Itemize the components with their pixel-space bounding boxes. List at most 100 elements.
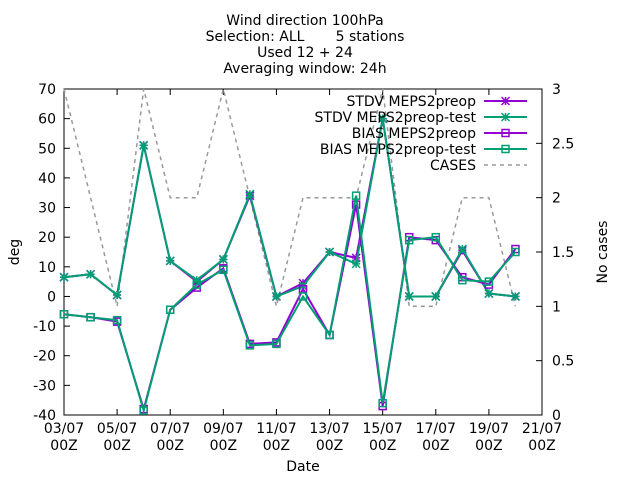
y-tick-label: 0 bbox=[47, 289, 56, 305]
series-bias-meps2preop-test bbox=[59, 191, 520, 415]
data-point bbox=[165, 256, 175, 266]
data-point bbox=[351, 259, 361, 269]
legend-label: BIAS MEPS2preop bbox=[352, 126, 476, 142]
data-point bbox=[218, 254, 228, 264]
title-line-1: Wind direction 100hPa bbox=[226, 13, 383, 29]
star-stroke bbox=[245, 189, 255, 199]
y-tick-label: 50 bbox=[38, 141, 56, 157]
data-point bbox=[298, 292, 308, 301]
star-stroke bbox=[192, 275, 202, 285]
data-point bbox=[404, 291, 414, 301]
y-tick-label: 40 bbox=[38, 171, 56, 187]
data-point bbox=[378, 114, 388, 124]
star-stroke bbox=[500, 112, 511, 122]
data-point bbox=[272, 339, 281, 349]
data-point bbox=[325, 330, 334, 340]
x-tick-sublabel: 00Z bbox=[103, 438, 130, 454]
chart-title: Wind direction 100hPa Selection: ALL 5 s… bbox=[206, 13, 405, 77]
data-point bbox=[219, 265, 228, 275]
x-tick-sublabel: 00Z bbox=[528, 438, 555, 454]
legend-marker bbox=[501, 128, 510, 138]
y2-tick-label: 1 bbox=[552, 299, 561, 315]
x-tick-label: 19/07 bbox=[469, 421, 509, 437]
x-tick-label: 11/07 bbox=[256, 421, 296, 437]
title-line-2: Selection: ALL 5 stations bbox=[206, 29, 405, 45]
data-point bbox=[458, 275, 467, 285]
series-line bbox=[63, 118, 516, 298]
series-line bbox=[63, 204, 517, 413]
star-stroke bbox=[431, 291, 441, 301]
y2-tick-label: 3 bbox=[552, 82, 561, 98]
y2-tick-label: 2 bbox=[552, 191, 561, 207]
y-tick-label: 70 bbox=[38, 82, 56, 98]
data-point bbox=[351, 191, 361, 200]
data-point bbox=[271, 291, 281, 301]
data-point bbox=[457, 244, 467, 254]
data-point bbox=[431, 291, 441, 301]
star-stroke bbox=[404, 291, 414, 301]
star-stroke bbox=[59, 272, 69, 282]
y-tick-label: 60 bbox=[38, 112, 56, 128]
x-tick-sublabel: 00Z bbox=[210, 438, 237, 454]
series-bias-meps2preop bbox=[59, 200, 520, 414]
x-tick-sublabel: 00Z bbox=[422, 438, 449, 454]
star-stroke bbox=[165, 256, 175, 266]
data-point bbox=[484, 288, 494, 299]
y-tick-label: -10 bbox=[33, 319, 56, 335]
star-stroke bbox=[351, 259, 361, 269]
data-point bbox=[139, 140, 149, 150]
x-tick-label: 15/07 bbox=[362, 421, 402, 437]
y-tick-label: -40 bbox=[33, 408, 56, 424]
data-point bbox=[59, 309, 69, 319]
legend-label: BIAS MEPS2preop-test bbox=[320, 142, 477, 158]
data-point bbox=[139, 406, 148, 415]
x-tick-label: 09/07 bbox=[203, 421, 243, 437]
data-point bbox=[245, 189, 255, 199]
x-tick-label: 13/07 bbox=[309, 421, 349, 437]
data-point bbox=[404, 235, 414, 245]
data-point bbox=[510, 291, 520, 301]
y2-axis-ticks: 0 0.5 1 1.5 2 2.5 3 bbox=[536, 82, 574, 424]
x-tick-sublabel: 00Z bbox=[263, 438, 290, 454]
x-tick-label: 03/07 bbox=[44, 421, 84, 437]
data-point bbox=[431, 232, 441, 242]
y-tick-label: -20 bbox=[33, 349, 56, 365]
y-tick-label: 10 bbox=[38, 260, 56, 276]
data-point bbox=[112, 315, 122, 325]
star-stroke bbox=[112, 290, 122, 300]
star-stroke bbox=[139, 140, 149, 150]
star-stroke bbox=[510, 291, 520, 301]
data-point bbox=[165, 305, 175, 315]
star-stroke bbox=[218, 254, 228, 264]
data-point bbox=[86, 312, 95, 322]
data-point bbox=[192, 280, 202, 289]
data-point bbox=[484, 277, 494, 286]
legend-marker bbox=[500, 112, 511, 122]
x-tick-sublabel: 00Z bbox=[316, 438, 343, 454]
title-line-4: Averaging window: 24h bbox=[223, 61, 386, 77]
star-stroke bbox=[457, 244, 467, 254]
star-stroke bbox=[484, 288, 494, 299]
series-line bbox=[63, 195, 517, 415]
x-tick-sublabel: 00Z bbox=[369, 438, 396, 454]
x-tick-label: 21/07 bbox=[522, 421, 562, 437]
y-tick-label: 30 bbox=[38, 201, 56, 217]
star-stroke bbox=[325, 247, 335, 257]
star-stroke bbox=[86, 269, 96, 279]
x-axis-label: Date bbox=[286, 459, 319, 475]
data-point bbox=[245, 341, 255, 350]
y2-tick-label: 1.5 bbox=[552, 245, 574, 261]
y-axis-label: deg bbox=[7, 239, 23, 265]
y2-tick-label: 0 bbox=[552, 408, 561, 424]
x-tick-sublabel: 00Z bbox=[50, 438, 77, 454]
series-stdv-meps2preop-test bbox=[59, 114, 520, 301]
x-tick-sublabel: 00Z bbox=[475, 438, 502, 454]
data-point bbox=[325, 247, 335, 257]
legend-marker bbox=[500, 96, 511, 106]
title-line-3: Used 12 + 24 bbox=[257, 45, 353, 61]
x-tick-label: 07/07 bbox=[150, 421, 190, 437]
series-layer bbox=[59, 88, 520, 415]
y2-tick-label: 2.5 bbox=[552, 136, 574, 152]
